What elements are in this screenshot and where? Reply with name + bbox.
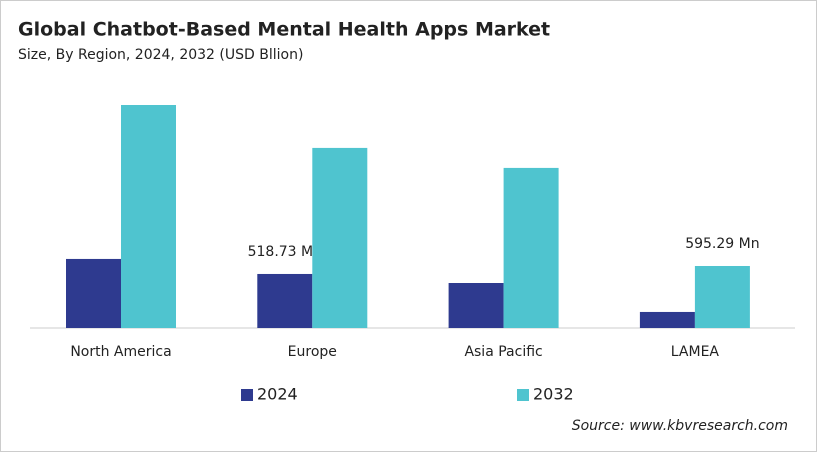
bar (121, 105, 176, 328)
source: Source: www.kbvresearch.com (572, 418, 788, 434)
legend-label: 2024 (257, 385, 298, 404)
bar (257, 273, 313, 328)
bar (312, 147, 368, 328)
bar (448, 283, 504, 328)
bar (503, 167, 559, 328)
data-label: 518.73 Mn (248, 244, 322, 260)
legend-swatch (241, 389, 253, 401)
x-tick-label: Asia Pacific (464, 344, 542, 360)
x-tick-label: LAMEA (671, 344, 720, 360)
legend-swatch (517, 389, 529, 401)
bar (639, 311, 695, 328)
data-label: 595.29 Mn (685, 236, 759, 252)
legend-label: 2032 (533, 385, 574, 404)
x-tick-label: Europe (288, 344, 337, 360)
bar (694, 265, 750, 328)
chart-subtitle: Size, By Region, 2024, 2032 (USD Bllion) (18, 47, 303, 63)
x-tick-label: North America (70, 344, 171, 360)
chart-title: Global Chatbot-Based Mental Health Apps … (18, 19, 550, 41)
bar (66, 258, 121, 328)
